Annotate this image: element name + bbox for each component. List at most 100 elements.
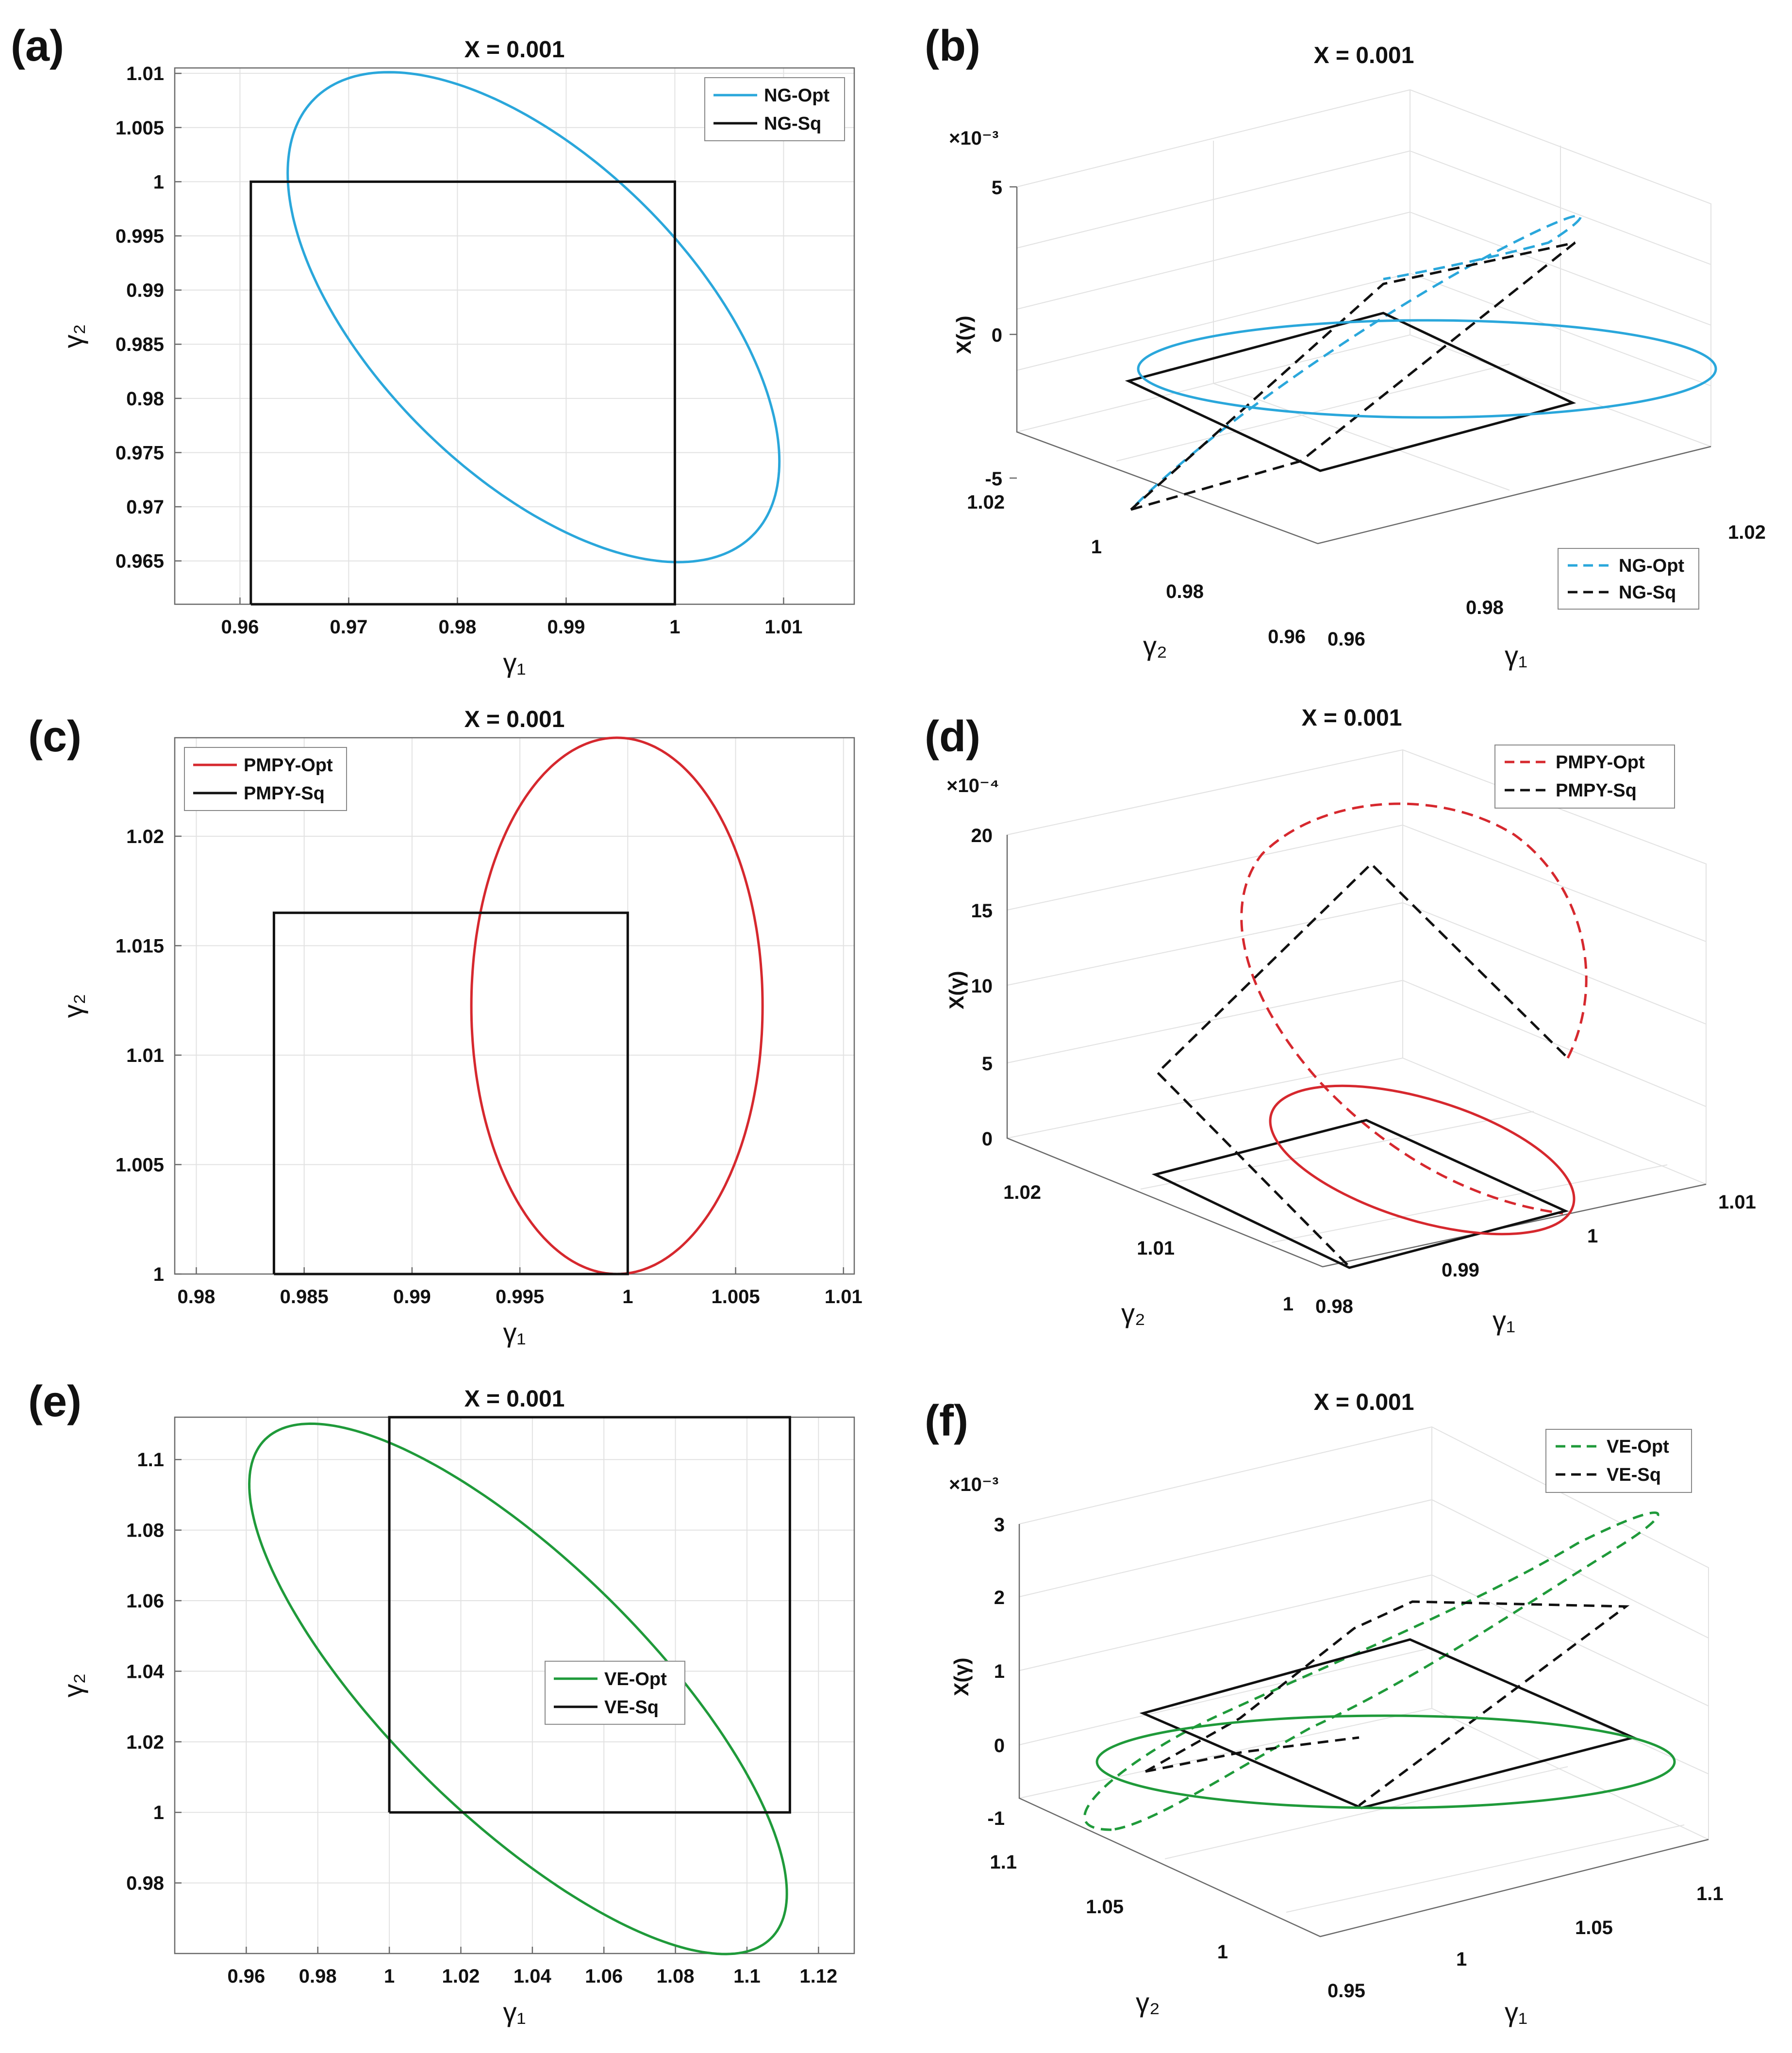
chart-panel-d: 20 15 10 5 0 ×10⁻⁴ X(γ) 1.02 1.01 1 0.98…: [945, 705, 1756, 1336]
x-tick-label: 1: [1456, 1949, 1467, 1970]
legend: NG-Opt NG-Sq: [704, 77, 845, 141]
y-axis-label: γ₂: [58, 1673, 88, 1698]
z-axis-label: X(γ): [952, 315, 975, 354]
series-ng-opt: [286, 71, 781, 563]
x-tick-label: 0.96: [221, 616, 259, 638]
legend-label: NG-Opt: [1619, 556, 1684, 576]
z-axis-label: X(γ): [945, 971, 968, 1009]
series-ng-sq-dashed: [1130, 241, 1576, 511]
z-tick-label: 5: [992, 177, 1002, 199]
x-tick-label: 1.01: [764, 616, 802, 638]
y-tick-label: 1.02: [1003, 1182, 1041, 1203]
x-tick-label: 1.02: [442, 1966, 480, 1987]
y-tick-label: 1.05: [1086, 1896, 1124, 1918]
x-tick-label: 0.99: [393, 1286, 431, 1308]
x-axis-label: γ₁: [1493, 1305, 1515, 1336]
legend-label: VE-Sq: [1607, 1465, 1661, 1485]
legend: PMPY-Opt PMPY-Sq: [184, 747, 347, 811]
legend-label: NG-Sq: [764, 114, 821, 134]
x-tick-label: 0.97: [330, 616, 367, 638]
y-tick-label: 1.1: [990, 1852, 1017, 1873]
chart-panel-f: 3 2 1 0 -1 ×10⁻³ X(γ) 1.1 1.05 1 0.95 1 …: [949, 1390, 1724, 2027]
x-axis-label: γ₁: [1505, 640, 1527, 671]
x-tick-label: 0.96: [1327, 629, 1365, 650]
x-axis-label: γ₁: [1505, 1997, 1527, 2027]
y-tick-label: 0.98: [126, 388, 164, 410]
x-axis-label: γ₁: [503, 1317, 526, 1348]
legend-label: VE-Opt: [1607, 1437, 1669, 1457]
plot-area-frame: [174, 1416, 855, 1954]
z-scale-label: ×10⁻³: [949, 1474, 998, 1495]
legend-box: [704, 77, 845, 141]
chart-title: X = 0.001: [1302, 705, 1402, 731]
x-tick-label: 0.95: [1327, 1980, 1365, 2002]
x-tick-label: 0.995: [496, 1286, 544, 1308]
x-tick-label: 0.99: [1442, 1259, 1479, 1281]
y-tick-label: 1.04: [126, 1661, 165, 1682]
z-axis-label: X(γ): [950, 1657, 973, 1696]
series-ng-sq: [1125, 312, 1576, 472]
series-pmpy-opt-dashed: [1240, 802, 1588, 1215]
x-tick-label: 0.99: [547, 616, 585, 638]
z-tick-label: 0: [992, 325, 1002, 346]
legend: PMPY-Opt PMPY-Sq: [1494, 745, 1675, 809]
axes-3d-box: [1010, 89, 1711, 545]
series-ve-opt: [1095, 1714, 1676, 1809]
y-tick-label: 0.98: [1166, 581, 1204, 602]
legend: VE-Opt VE-Sq: [1545, 1429, 1692, 1493]
series-ve-opt-dashed: [1083, 1511, 1659, 1831]
y-axis-label: γ₂: [1136, 1987, 1160, 2018]
x-tick-label: 1.1: [733, 1966, 761, 1987]
x-tick-label: 0.98: [1315, 1296, 1353, 1317]
series-curves: [1083, 1511, 1676, 1831]
z-tick-label: 0: [982, 1128, 993, 1150]
x-tick-label: 1.06: [585, 1966, 623, 1987]
series-ve-opt: [248, 1422, 788, 1955]
y-tick-label: 1.02: [126, 826, 164, 847]
chart-panel-b: 5 0 -5 ×10⁻³ X(γ) 1.02 1 0.98 0.96 0.96 …: [949, 43, 1766, 671]
chart-panel-a: 0.96 0.97 0.98 0.99 1 1.01 0.965 0.97 0.975 0.98 0…: [58, 37, 855, 678]
panel-label-f: (f): [925, 1397, 968, 1445]
legend-label: VE-Opt: [604, 1669, 667, 1689]
series-ng-opt: [1137, 319, 1717, 419]
legend-label: NG-Sq: [1619, 582, 1676, 603]
z-tick-label: 5: [982, 1053, 993, 1075]
series-pmpy-opt: [470, 736, 764, 1275]
chart-title: X = 0.001: [465, 707, 565, 732]
x-tick-label: 0.985: [280, 1286, 329, 1308]
panel-label-b: (b): [925, 22, 980, 70]
y-tick-label: 1: [1091, 536, 1102, 558]
x-tick-label: 1.08: [657, 1966, 695, 1987]
series-curves: [1125, 214, 1717, 511]
y-tick-label: 1.02: [967, 492, 1005, 513]
chart-title: X = 0.001: [1314, 1390, 1414, 1415]
z-tick-label: 10: [971, 976, 993, 997]
z-tick-label: 0: [994, 1735, 1005, 1756]
panel-label-e: (e): [28, 1377, 82, 1426]
z-tick-label: 15: [971, 900, 993, 922]
chart-panel-c: 0.98 0.985 0.99 0.995 1 1.005 1.01 1 1.005 1.01 1.…: [58, 707, 863, 1348]
legend-box: [184, 747, 347, 811]
y-tick-label: 1.005: [116, 117, 164, 139]
chart-panel-e: 0.96 0.98 1 1.02 1.04 1.06 1.08 1.1 1.12 0.98 1 1.0…: [58, 1386, 855, 2027]
series-pmpy-sq: [1151, 1119, 1569, 1269]
x-tick-label: 1: [669, 616, 680, 638]
y-tick-label: 1.08: [126, 1520, 164, 1541]
y-tick-label: 1.01: [126, 1045, 164, 1066]
x-tick-label: 0.98: [299, 1966, 337, 1987]
legend-label: PMPY-Opt: [244, 755, 333, 776]
x-tick-label: 1: [622, 1286, 633, 1308]
y-tick-label: 1.1: [137, 1449, 164, 1471]
chart-title: X = 0.001: [465, 37, 565, 63]
series-ng-sq: [249, 180, 676, 606]
axes-3d-box: [1018, 1426, 1709, 1937]
y-tick-label: 1: [1217, 1941, 1228, 1963]
series-curves: [1151, 802, 1588, 1269]
y-tick-label: 0.99: [126, 280, 164, 301]
z-scale-label: ×10⁻³: [949, 128, 998, 149]
legend: NG-Opt NG-Sq: [1558, 548, 1699, 610]
z-tick-label: 20: [971, 825, 993, 846]
y-tick-label: 1.02: [126, 1732, 164, 1753]
legend-box: [545, 1660, 685, 1725]
chart-title: X = 0.001: [1314, 43, 1414, 68]
